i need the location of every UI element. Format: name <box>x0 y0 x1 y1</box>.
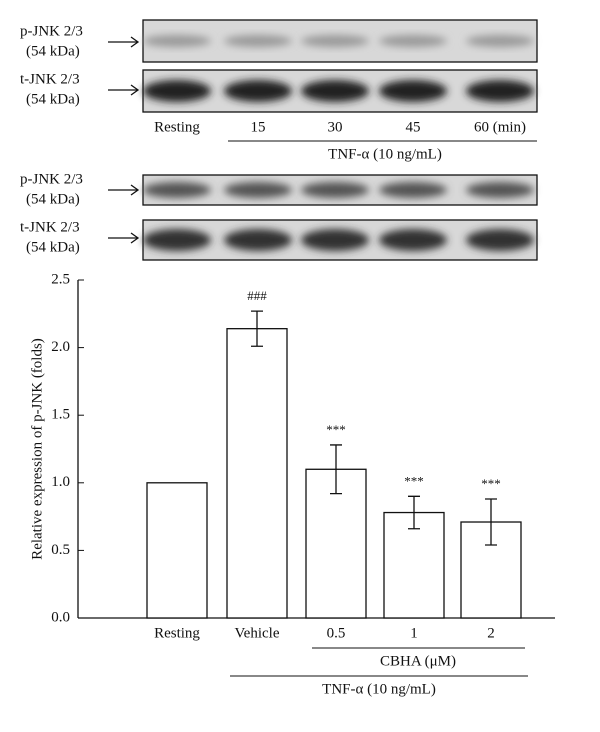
significance-label: ### <box>247 288 267 303</box>
y-tick-label: 2.5 <box>51 271 70 287</box>
x-tick-label: 2 <box>487 625 495 641</box>
blot-band <box>466 35 534 47</box>
lane-label: Resting <box>154 119 200 135</box>
significance-label: *** <box>481 476 501 491</box>
blot-band <box>143 80 211 102</box>
y-tick-label: 0.5 <box>51 542 70 558</box>
arrows <box>108 36 140 244</box>
significance-label: *** <box>326 422 346 437</box>
error-bar <box>330 444 342 495</box>
blot-band <box>224 182 292 198</box>
group-label: CBHA (μM) <box>380 653 456 669</box>
lane-label: 15 <box>251 119 266 135</box>
row-label: t-JNK 2/3 <box>20 71 80 87</box>
blot-band <box>143 229 211 251</box>
row-label: p-JNK 2/3 <box>20 171 83 187</box>
blot-band <box>379 182 447 198</box>
blot-band <box>379 35 447 47</box>
blot-band <box>379 80 447 102</box>
row-label: t-JNK 2/3 <box>20 219 80 235</box>
lane-label: 30 <box>328 119 343 135</box>
blot-band <box>143 182 211 198</box>
significance-label: *** <box>404 473 424 488</box>
row-size: (54 kDa) <box>26 239 80 255</box>
blot-band <box>301 35 369 47</box>
blot-band <box>224 35 292 47</box>
y-axis-label: Relative expression of p-JNK (folds) <box>29 338 45 560</box>
row-label: p-JNK 2/3 <box>20 23 83 39</box>
y-tick-label: 1.0 <box>51 474 70 490</box>
row-size: (54 kDa) <box>26 191 80 207</box>
blot-band <box>224 80 292 102</box>
blot-band <box>466 80 534 102</box>
x-tick-label: 0.5 <box>327 625 346 641</box>
y-tick-label: 1.5 <box>51 407 70 423</box>
y-tick-label: 0.0 <box>51 609 70 625</box>
blot-band <box>301 80 369 102</box>
x-tick-label: Resting <box>154 625 200 641</box>
bar <box>383 511 445 619</box>
treatment-label: TNF-α (10 ng/mL) <box>328 146 442 162</box>
row-size: (54 kDa) <box>26 91 80 107</box>
error-bar <box>251 310 263 347</box>
error-bar <box>408 495 420 530</box>
blot-band <box>143 35 211 47</box>
lane-label: 45 <box>406 119 421 135</box>
blot-band <box>301 182 369 198</box>
y-tick-label: 2.0 <box>51 339 70 355</box>
row-size: (54 kDa) <box>26 43 80 59</box>
x-tick-label: 1 <box>410 625 418 641</box>
blot-band <box>466 182 534 198</box>
bar <box>226 328 288 619</box>
error-bar <box>485 498 497 546</box>
blot-band <box>301 229 369 251</box>
lane-label: 60 (min) <box>474 119 526 135</box>
group-label: TNF-α (10 ng/mL) <box>322 681 436 697</box>
x-tick-label: Vehicle <box>235 625 280 641</box>
blot-band <box>379 229 447 251</box>
blot-band <box>466 229 534 251</box>
blot-band <box>224 229 292 251</box>
bar <box>146 482 208 619</box>
